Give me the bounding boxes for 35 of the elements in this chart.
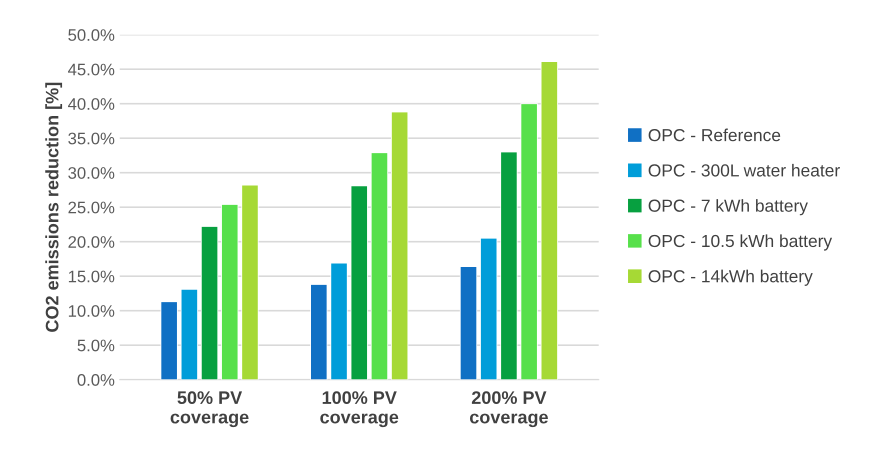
y-tick-label: 20.0% (68, 236, 114, 248)
y-tick-label: 15.0% (68, 270, 114, 282)
x-tick-label: 100% PV coverage (320, 391, 398, 428)
y-tick-label: 0.0% (78, 374, 114, 386)
legend-label: OPC - 10.5 kWh battery (648, 234, 832, 251)
bar (390, 112, 408, 380)
legend-label: OPC - 7 kWh battery (648, 199, 808, 216)
y-tick-label: 35.0% (68, 132, 114, 144)
bar (520, 103, 538, 380)
bar (480, 238, 498, 380)
legend-label: OPC - Reference (648, 128, 780, 142)
bar (180, 288, 198, 380)
bar (350, 185, 368, 380)
bar (241, 184, 259, 380)
bar (160, 301, 178, 380)
bar (370, 152, 388, 380)
y-tick-label: 25.0% (68, 202, 114, 214)
bar (330, 262, 348, 380)
y-tick-label: 30.0% (68, 167, 114, 179)
legend-label: OPC - 14kWh battery (648, 270, 813, 286)
y-tick-label: 10.0% (68, 305, 114, 317)
x-tick-label: 50% PV coverage (170, 391, 249, 428)
x-tick-label: 200% PV coverage (470, 391, 548, 428)
y-tick-label: 50.0% (68, 29, 114, 41)
bar (460, 266, 478, 380)
bar (221, 204, 238, 380)
bar (540, 61, 558, 380)
y-tick-label: 40.0% (68, 98, 114, 110)
bar (200, 226, 218, 380)
y-tick-label: 45.0% (68, 64, 114, 76)
bar (500, 152, 518, 380)
y-tick-label: 5.0% (78, 340, 114, 352)
legend-label: OPC - 300L water heater (648, 164, 840, 177)
bar (310, 284, 328, 380)
y-axis-title: CO2 emissions reduction [%] (45, 82, 62, 332)
